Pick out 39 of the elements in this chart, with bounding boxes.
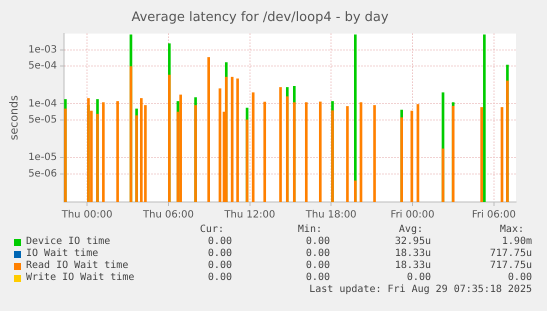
text: Cur: [200,224,224,235]
chart-title: Average latency for /dev/loop4 - by day [131,10,389,26]
legend-label: Device IO time [26,236,110,247]
x-tick-label: Fri 00:00 [390,210,434,221]
text: Max: [500,224,524,235]
y-tick-label: 5e-04 [28,60,58,72]
text: Avg: [398,224,423,235]
text: 0.00 [208,248,232,259]
y-tick-label: 1e-03 [28,44,58,56]
text: 18.33u [394,248,431,259]
y-tick-label: 5e-05 [28,114,58,126]
text: 0.00 [306,236,330,247]
text: 0.00 [208,236,232,247]
text: 0.00 [406,272,431,283]
y-tick-label: 5e-06 [28,168,58,180]
text: 18.33u [394,260,431,271]
text: 32.95u [394,236,431,247]
x-tick-label: Thu 18:00 [304,210,357,221]
text: Min: [298,224,322,235]
text: 0.00 [306,248,330,259]
text: 717.75u [490,260,532,271]
x-tick-label: Thu 06:00 [142,210,194,221]
text: 0.00 [508,272,532,283]
y-tick-label: 1e-04 [28,98,58,110]
y-axis-title: seconds [7,95,20,140]
text: Last update: Fri Aug 29 07:35:18 2025 [309,284,532,295]
legend-label: Write IO Wait time [26,272,134,283]
text: 0.00 [306,272,330,283]
text: 717.75u [490,248,532,259]
x-tick-label: Thu 12:00 [223,210,276,221]
legend-label: IO Wait time [26,248,98,259]
x-tick-label: Fri 06:00 [472,210,516,221]
text: 1.90m [502,236,532,247]
y-tick-label: 1e-05 [28,152,58,164]
legend-label: Read IO Wait time [26,260,128,271]
text: 0.00 [208,260,232,271]
text: 0.00 [208,272,232,283]
text: 0.00 [306,260,330,271]
x-tick-label: Thu 00:00 [60,210,112,221]
